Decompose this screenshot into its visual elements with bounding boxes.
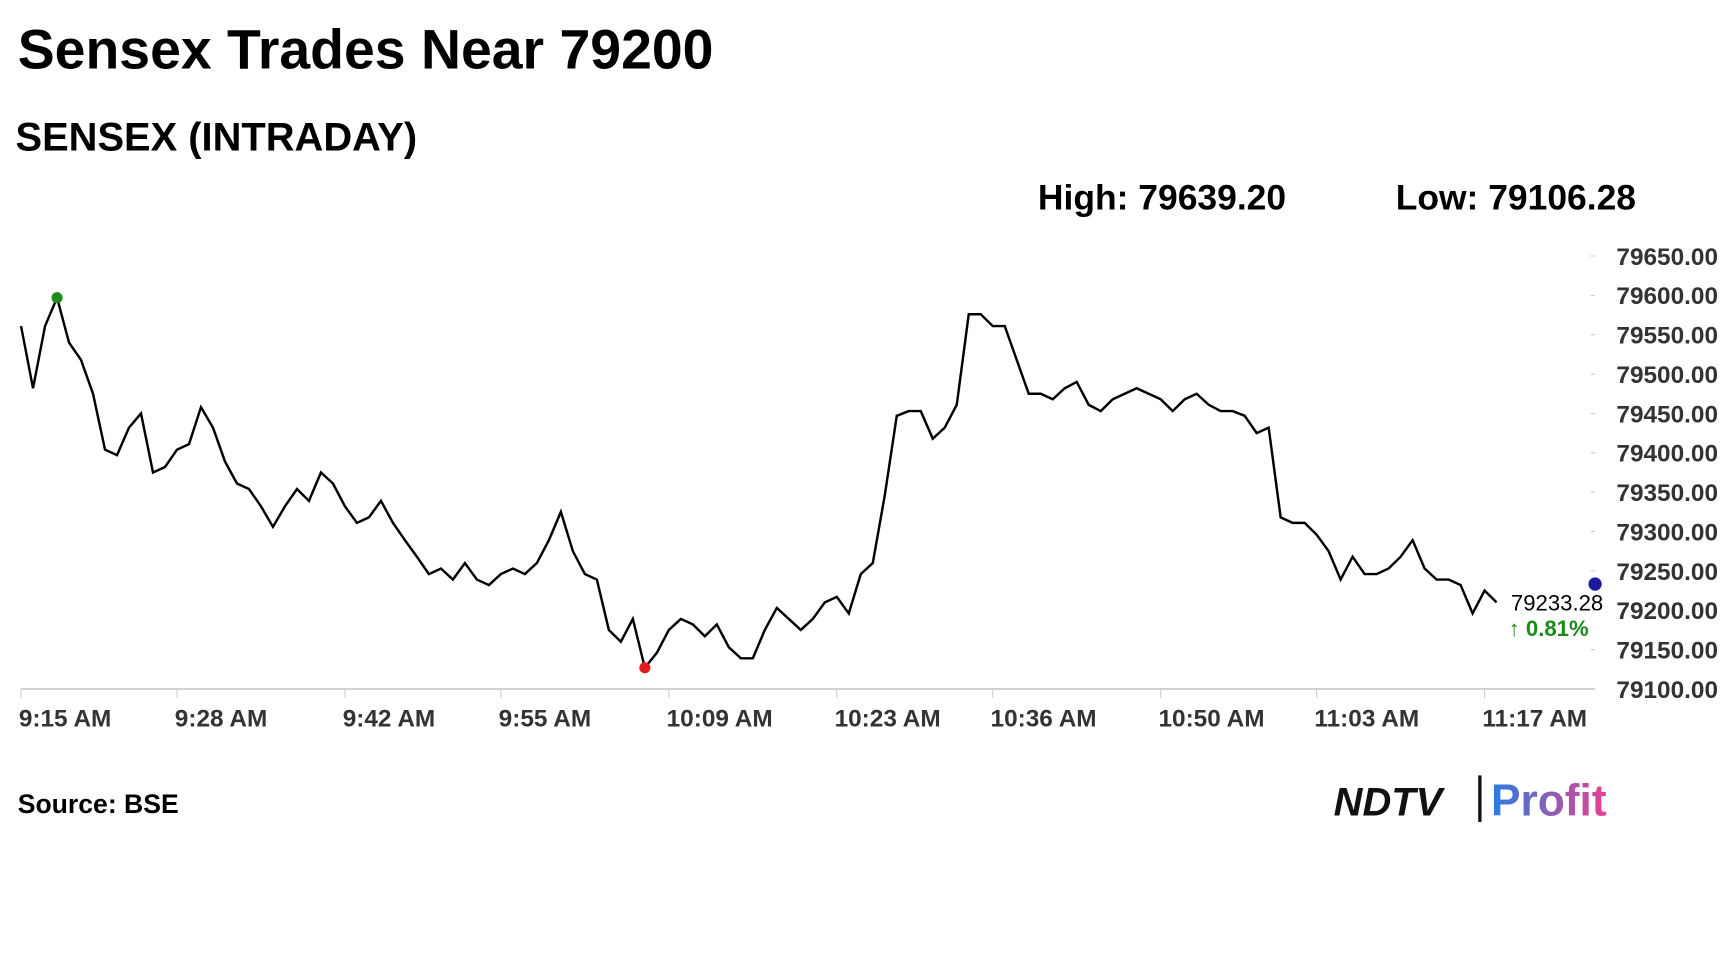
last-dot xyxy=(1588,577,1602,591)
last-value-label: 79233.28 xyxy=(1511,591,1603,616)
high-label: High: 79639.20 xyxy=(1038,177,1286,217)
source: Source: BSE xyxy=(18,789,179,819)
y-tick-label: 79650.00 xyxy=(1616,244,1718,271)
x-tick-label: 9:55 AM xyxy=(499,706,592,733)
y-tick-label: 79100.00 xyxy=(1616,677,1718,704)
y-tick-label: 79500.00 xyxy=(1616,362,1718,389)
x-tick-label: 10:23 AM xyxy=(835,706,941,733)
y-tick-label: 79200.00 xyxy=(1616,598,1718,625)
chart-subtitle: SENSEX (INTRADAY) xyxy=(16,116,418,160)
y-tick-label: 79250.00 xyxy=(1616,559,1718,586)
chart-title: Sensex Trades Near 79200 xyxy=(18,19,714,81)
x-tick-label: 9:15 AM xyxy=(19,706,112,733)
x-tick-label: 9:28 AM xyxy=(175,706,268,733)
y-tick-label: 79300.00 xyxy=(1616,519,1718,546)
y-tick-label: 79600.00 xyxy=(1616,283,1718,310)
price-line xyxy=(19,293,1498,671)
y-tick-label: 79150.00 xyxy=(1616,637,1718,664)
x-tick-label: 10:36 AM xyxy=(991,706,1097,733)
y-tick-label: 79550.00 xyxy=(1616,323,1718,350)
x-tick-label: 11:17 AM xyxy=(1482,706,1587,733)
x-tick-label: 10:50 AM xyxy=(1158,706,1264,733)
x-tick-label: 11:03 AM xyxy=(1314,706,1419,733)
change-label: ↑ 0.81% xyxy=(1509,616,1589,641)
high-dot xyxy=(51,292,63,304)
logo-profit: Profit xyxy=(1491,776,1607,825)
x-tick-label: 9:42 AM xyxy=(343,706,436,733)
low-dot xyxy=(639,662,651,674)
x-tick-label: 10:09 AM xyxy=(667,706,773,733)
low-label: Low: 79106.28 xyxy=(1396,177,1636,217)
y-tick-label: 79450.00 xyxy=(1616,401,1718,428)
logo-ndtv: NDTV xyxy=(1334,780,1446,824)
y-tick-label: 79350.00 xyxy=(1616,480,1718,507)
y-tick-label: 79400.00 xyxy=(1616,441,1718,468)
